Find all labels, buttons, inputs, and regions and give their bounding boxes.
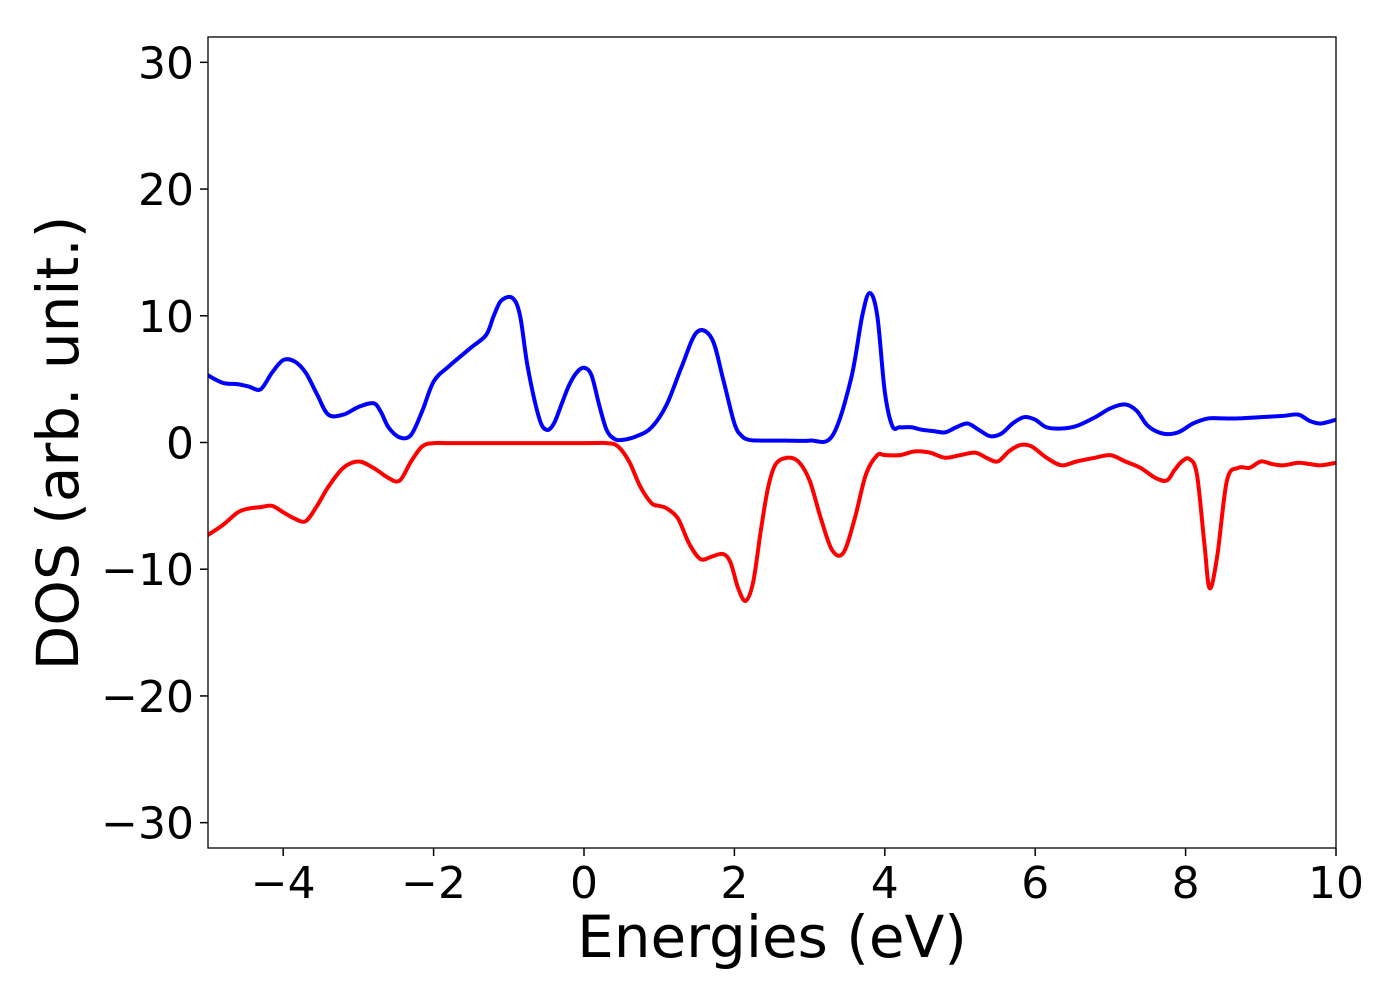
x-axis-label: Energies (eV)	[577, 903, 967, 971]
y-tick-label: −30	[101, 799, 194, 850]
x-tick-label: 6	[1021, 858, 1049, 909]
y-tick-label: 10	[138, 292, 194, 343]
x-tick-label: −4	[251, 858, 316, 909]
series-layer	[208, 290, 1336, 603]
y-tick-label: 30	[138, 38, 194, 89]
x-tick-label: 4	[871, 858, 899, 909]
x-tick-label: 2	[720, 858, 748, 909]
y-ticks: −30 −20 −10 0 10 20 30	[101, 38, 208, 850]
y-axis-label: DOS (arb. unit.)	[24, 216, 92, 671]
y-tick-label: −10	[101, 545, 194, 596]
y-tick-label: 0	[166, 419, 194, 470]
y-tick-label: 20	[138, 165, 194, 216]
y-tick-label: −20	[101, 672, 194, 723]
x-tick-label: 10	[1308, 858, 1364, 909]
x-ticks: −4 −2 0 2 4 6 8 10	[251, 848, 1364, 909]
plot-frame	[207, 36, 1337, 849]
series-line-up	[208, 290, 1336, 444]
series-line-down	[208, 440, 1336, 603]
x-tick-label: 0	[570, 858, 598, 909]
x-tick-label: −2	[401, 858, 466, 909]
x-tick-label: 8	[1172, 858, 1200, 909]
